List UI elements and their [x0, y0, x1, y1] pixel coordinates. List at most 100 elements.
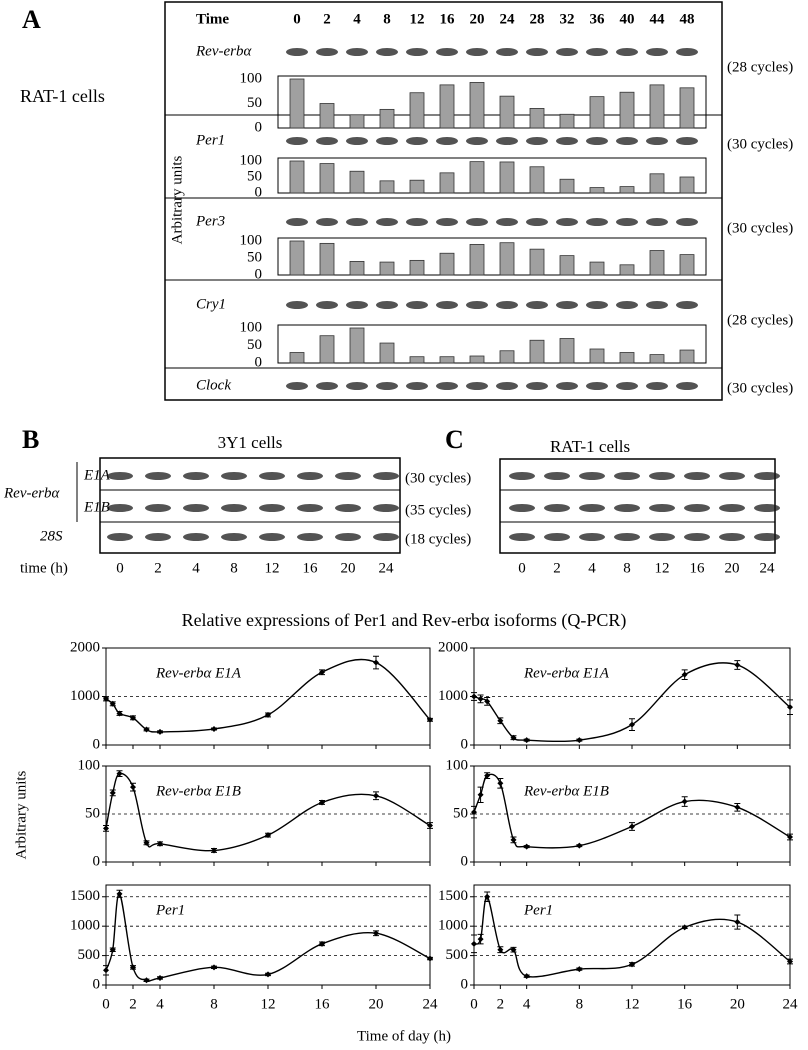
time-label: 16: [303, 560, 319, 576]
time-label: 8: [230, 560, 238, 576]
blot-band: [406, 382, 428, 390]
point: [734, 919, 741, 926]
point: [681, 798, 688, 805]
point: [734, 661, 741, 668]
cycles-label: (28 cycles): [727, 59, 793, 75]
point: [787, 958, 793, 965]
blot-band: [221, 472, 247, 480]
blot-band: [649, 504, 675, 512]
blot-band: [614, 504, 640, 512]
panel-letter: C: [445, 425, 464, 454]
blot-band: [646, 301, 668, 309]
blot-band: [286, 137, 308, 145]
panel-b-frame: [99, 457, 401, 554]
x-tick-label: 16: [315, 996, 331, 1012]
blot-band: [544, 533, 570, 541]
blot-band: [719, 504, 745, 512]
point: [265, 832, 271, 839]
blot-band: [316, 137, 338, 145]
blot-band: [586, 137, 608, 145]
bar: [679, 254, 695, 276]
bar: [379, 342, 395, 364]
point: [471, 940, 477, 947]
blot-band: [376, 137, 398, 145]
point: [576, 966, 583, 973]
point: [734, 804, 741, 811]
time-label: 24: [500, 11, 516, 27]
y-tick-label: 0: [93, 736, 101, 752]
blot-band: [316, 218, 338, 226]
blot-band: [286, 48, 308, 56]
blot-band: [579, 504, 605, 512]
gene-label: Rev-erbα: [195, 43, 252, 59]
bar-frame: [277, 75, 707, 129]
point: [484, 772, 491, 779]
blot-band: [526, 218, 548, 226]
time-label: 2: [323, 11, 331, 27]
bar: [559, 113, 575, 129]
plot-frame: [473, 884, 791, 986]
bar: [469, 161, 485, 194]
blot-band: [684, 533, 710, 541]
bar: [499, 242, 515, 276]
point: [471, 809, 477, 816]
blot-band: [436, 218, 458, 226]
bar: [649, 84, 665, 129]
time-label: Time: [196, 11, 229, 27]
blot-band: [544, 504, 570, 512]
bar-frame: [277, 157, 707, 194]
bar: [409, 259, 425, 276]
blot-band: [183, 533, 209, 541]
point: [681, 924, 688, 931]
y-tick-label: 50: [85, 805, 100, 821]
point: [373, 659, 379, 666]
bar: [649, 250, 665, 276]
bar: [619, 186, 635, 194]
blot-band: [676, 48, 698, 56]
point: [373, 930, 379, 937]
time-label: 2: [553, 560, 561, 576]
blot-band: [526, 137, 548, 145]
blot-band: [259, 472, 285, 480]
cycles-label: (30 cycles): [405, 470, 471, 486]
blot-band: [616, 137, 638, 145]
bar: [439, 84, 455, 129]
x-tick-label: 24: [423, 996, 439, 1012]
blot-band: [526, 48, 548, 56]
blot-band: [107, 472, 133, 480]
y-axis-label: Arbitrary units: [169, 155, 185, 244]
blot-band: [107, 504, 133, 512]
point: [319, 940, 325, 947]
point: [116, 770, 123, 777]
time-label: 4: [192, 560, 200, 576]
blot-band: [544, 472, 570, 480]
blot-band: [676, 382, 698, 390]
blot-band: [556, 301, 578, 309]
point: [523, 973, 530, 980]
cycles-label: (30 cycles): [727, 136, 793, 152]
y-tick-label: 1500: [70, 888, 100, 904]
bar: [499, 350, 515, 364]
blot-band: [646, 382, 668, 390]
blot-band: [676, 137, 698, 145]
bar: [559, 338, 575, 364]
bar: [529, 248, 545, 276]
y-tick-label: 0: [461, 853, 469, 869]
y-tick-label: 0: [255, 266, 263, 282]
blot-band: [556, 218, 578, 226]
blot-band: [466, 218, 488, 226]
blot-band: [649, 472, 675, 480]
blot-band: [297, 472, 323, 480]
point: [109, 700, 116, 707]
chart-title: Rev-erbα E1A: [523, 665, 610, 681]
y-tick-label: 500: [446, 947, 469, 963]
bar: [379, 261, 395, 276]
blot-band: [406, 137, 428, 145]
blot-band: [496, 218, 518, 226]
point: [477, 791, 484, 798]
blot-band: [616, 48, 638, 56]
bar: [589, 187, 605, 194]
chart-title: Per1: [523, 902, 553, 918]
blot-band: [259, 504, 285, 512]
blot-band: [586, 218, 608, 226]
